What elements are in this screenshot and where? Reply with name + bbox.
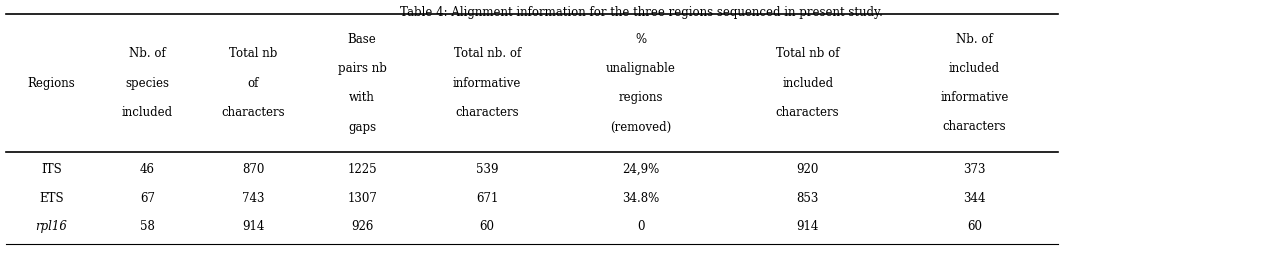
Text: 853: 853 xyxy=(796,192,819,205)
Text: pairs nb: pairs nb xyxy=(337,62,387,75)
Text: characters: characters xyxy=(455,106,519,119)
Text: 1225: 1225 xyxy=(347,163,377,176)
Text: informative: informative xyxy=(453,77,522,90)
Text: ITS: ITS xyxy=(41,163,62,176)
Text: Total nb. of: Total nb. of xyxy=(454,47,520,60)
Text: 67: 67 xyxy=(140,192,155,205)
Text: 539: 539 xyxy=(476,163,499,176)
Text: 58: 58 xyxy=(140,220,155,233)
Text: Nb. of: Nb. of xyxy=(956,33,992,46)
Text: 0: 0 xyxy=(637,220,645,233)
Text: %: % xyxy=(636,33,646,46)
Text: included: included xyxy=(122,106,173,119)
Text: Table 4: Alignment information for the three regions sequenced in present study.: Table 4: Alignment information for the t… xyxy=(400,6,882,19)
Text: 344: 344 xyxy=(963,192,986,205)
Text: 60: 60 xyxy=(967,220,982,233)
Text: 46: 46 xyxy=(140,163,155,176)
Text: 34.8%: 34.8% xyxy=(622,192,660,205)
Text: species: species xyxy=(126,77,169,90)
Text: Total nb: Total nb xyxy=(229,47,277,60)
Text: 926: 926 xyxy=(351,220,373,233)
Text: 671: 671 xyxy=(476,192,499,205)
Text: 373: 373 xyxy=(963,163,986,176)
Text: included: included xyxy=(949,62,1000,75)
Text: Base: Base xyxy=(347,33,377,46)
Text: unalignable: unalignable xyxy=(606,62,676,75)
Text: of: of xyxy=(247,77,259,90)
Text: characters: characters xyxy=(942,120,1006,134)
Text: informative: informative xyxy=(940,91,1009,104)
Text: regions: regions xyxy=(619,91,663,104)
Text: 743: 743 xyxy=(242,192,264,205)
Text: Regions: Regions xyxy=(27,77,76,90)
Text: 870: 870 xyxy=(242,163,264,176)
Text: Nb. of: Nb. of xyxy=(129,47,165,60)
Text: 24,9%: 24,9% xyxy=(622,163,660,176)
Text: 914: 914 xyxy=(796,220,819,233)
Text: 60: 60 xyxy=(479,220,495,233)
Text: ETS: ETS xyxy=(38,192,64,205)
Text: characters: characters xyxy=(222,106,285,119)
Text: with: with xyxy=(349,91,376,104)
Text: characters: characters xyxy=(776,106,840,119)
Text: rpl16: rpl16 xyxy=(36,220,67,233)
Text: 1307: 1307 xyxy=(347,192,377,205)
Text: included: included xyxy=(782,77,833,90)
Text: gaps: gaps xyxy=(349,120,376,134)
Text: Total nb of: Total nb of xyxy=(776,47,840,60)
Text: (removed): (removed) xyxy=(610,120,672,134)
Text: 920: 920 xyxy=(796,163,819,176)
Text: 914: 914 xyxy=(242,220,264,233)
